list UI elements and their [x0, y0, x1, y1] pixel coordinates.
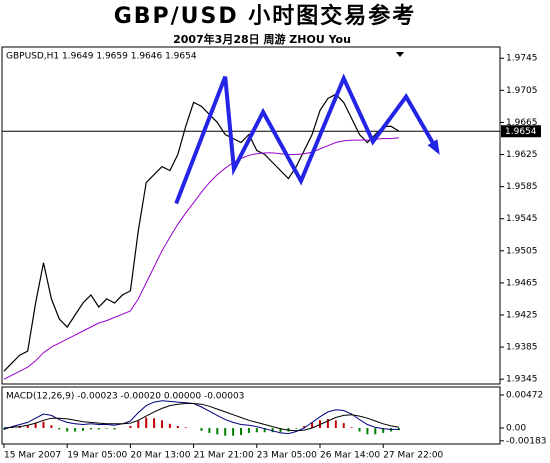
price-line	[3, 137, 400, 380]
y-tick-label: 1.9625	[506, 150, 538, 160]
macd-bar	[358, 428, 361, 432]
macd-bar	[263, 428, 266, 433]
y-tick-label: 1.9425	[506, 310, 538, 320]
forecast-path	[174, 73, 440, 205]
macd-bar	[113, 428, 116, 430]
macd-bar	[3, 428, 5, 430]
y-tick-label: -0.00183	[506, 436, 546, 446]
macd-bar	[200, 428, 203, 431]
forecast-arrowhead	[427, 139, 440, 155]
macd-bar	[145, 417, 148, 429]
macd-bar	[82, 428, 84, 431]
y-tick-label: 1.9745	[506, 54, 538, 64]
x-tick-label: 26 Mar 14:00	[320, 451, 380, 461]
macd-bar	[255, 428, 258, 433]
x-tick-label: 20 Mar 13:00	[130, 451, 190, 461]
macd-bar	[137, 420, 140, 429]
macd-bar	[247, 428, 250, 433]
macd-bar	[129, 425, 132, 429]
macd-bar	[350, 427, 353, 429]
macd-bar	[89, 428, 92, 430]
last-price-label: 1.9654	[505, 127, 537, 137]
chart-title: GBP/USD 小时图交易参考	[114, 3, 417, 29]
x-tick-label: 19 Mar 05:00	[67, 451, 127, 461]
macd-bar	[161, 420, 163, 429]
macd-bar	[74, 428, 77, 432]
x-tick-label: 27 Mar 22:00	[383, 451, 443, 461]
macd-bar	[232, 428, 235, 436]
macd-bar	[26, 425, 29, 429]
macd-bar	[66, 428, 69, 432]
macd-bar	[105, 428, 108, 429]
macd-bar	[97, 428, 100, 430]
y-tick-label: 1.9705	[506, 86, 538, 96]
macd-bar	[311, 422, 314, 429]
macd-bar	[184, 427, 187, 429]
y-tick-label: 1.9665	[506, 118, 538, 128]
last-price-box	[501, 125, 541, 138]
macd-bar	[153, 418, 156, 429]
macd-bar	[224, 428, 227, 436]
y-tick-label: 0.00	[506, 424, 526, 434]
macd-bar	[303, 425, 306, 429]
macd-bar	[168, 423, 171, 429]
macd-bar	[271, 428, 274, 433]
y-tick-label: 1.9505	[506, 246, 538, 256]
x-tick-label: 15 Mar 2007	[4, 451, 61, 461]
y-tick-label: 0.00472	[506, 390, 543, 400]
macd-bar	[295, 428, 298, 429]
macd-line	[3, 400, 399, 435]
macd-bar	[42, 421, 45, 429]
price-label: GBPUSD,H1 1.9649 1.9659 1.9646 1.9654	[6, 52, 197, 62]
y-tick-label: 1.9465	[506, 278, 538, 288]
macd-pane	[1, 386, 501, 445]
y-tick-label: 1.9545	[506, 214, 538, 224]
shift-marker	[396, 52, 404, 57]
macd-label: MACD(12,26,9) -0.00023 -0.00020 0.00000 …	[6, 392, 244, 402]
price-pane	[1, 46, 501, 385]
macd-bar	[58, 428, 61, 430]
y-tick-label: 1.9345	[506, 375, 538, 385]
macd-bar	[334, 420, 337, 429]
macd-bar	[342, 423, 345, 429]
x-tick-label: 21 Mar 21:00	[194, 451, 254, 461]
macd-bar	[216, 428, 219, 435]
macd-bar	[208, 428, 211, 433]
macd-bar	[34, 423, 37, 429]
price-line	[3, 93, 400, 372]
macd-bar	[240, 428, 242, 436]
y-tick-label: 1.9385	[506, 343, 538, 353]
macd-bar	[382, 428, 385, 433]
y-tick-label: 1.9585	[506, 182, 538, 192]
chart-subtitle: 2007年3月28日 周游 ZHOU You	[173, 32, 351, 46]
macd-bar	[366, 428, 369, 435]
macd-bar	[50, 425, 53, 429]
macd-bar	[326, 418, 329, 429]
macd-bar	[279, 428, 282, 433]
macd-bar	[374, 428, 377, 435]
macd-bar	[176, 425, 179, 429]
x-tick-label: 23 Mar 05:00	[257, 451, 317, 461]
macd-line	[3, 403, 400, 432]
